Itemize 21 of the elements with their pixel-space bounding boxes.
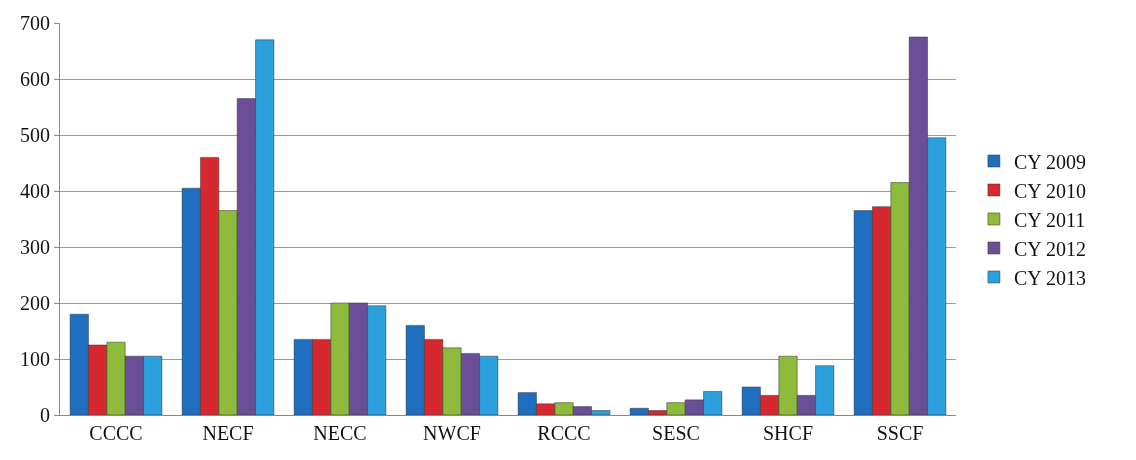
y-tick-label: 300 (20, 236, 50, 258)
y-tick-label: 700 (20, 12, 50, 34)
y-tick-label: 500 (20, 124, 50, 146)
y-tick-label: 600 (20, 68, 50, 90)
x-tick-label: SESC (652, 422, 700, 444)
legend-label: CY 2010 (1013, 179, 1086, 202)
y-tick-label: 100 (20, 348, 50, 370)
legend-label: CY 2009 (1013, 150, 1086, 173)
x-tick-label: NECC (313, 422, 367, 444)
x-tick-label: SHCF (762, 422, 814, 444)
x-tick-label: SSCF (876, 422, 924, 444)
legend-label: CY 2013 (1013, 266, 1086, 289)
y-tick-label: 400 (20, 180, 50, 202)
x-tick-label: CCCC (89, 422, 143, 444)
legend-label: CY 2012 (1013, 237, 1086, 260)
y-tick-label: 200 (20, 292, 50, 314)
x-tick-label: NECF (202, 422, 254, 444)
x-tick-label: RCCC (537, 422, 591, 444)
x-tick-label: NWCF (423, 422, 481, 444)
legend-label: CY 2011 (1013, 208, 1086, 231)
y-tick-label: 0 (40, 404, 50, 426)
